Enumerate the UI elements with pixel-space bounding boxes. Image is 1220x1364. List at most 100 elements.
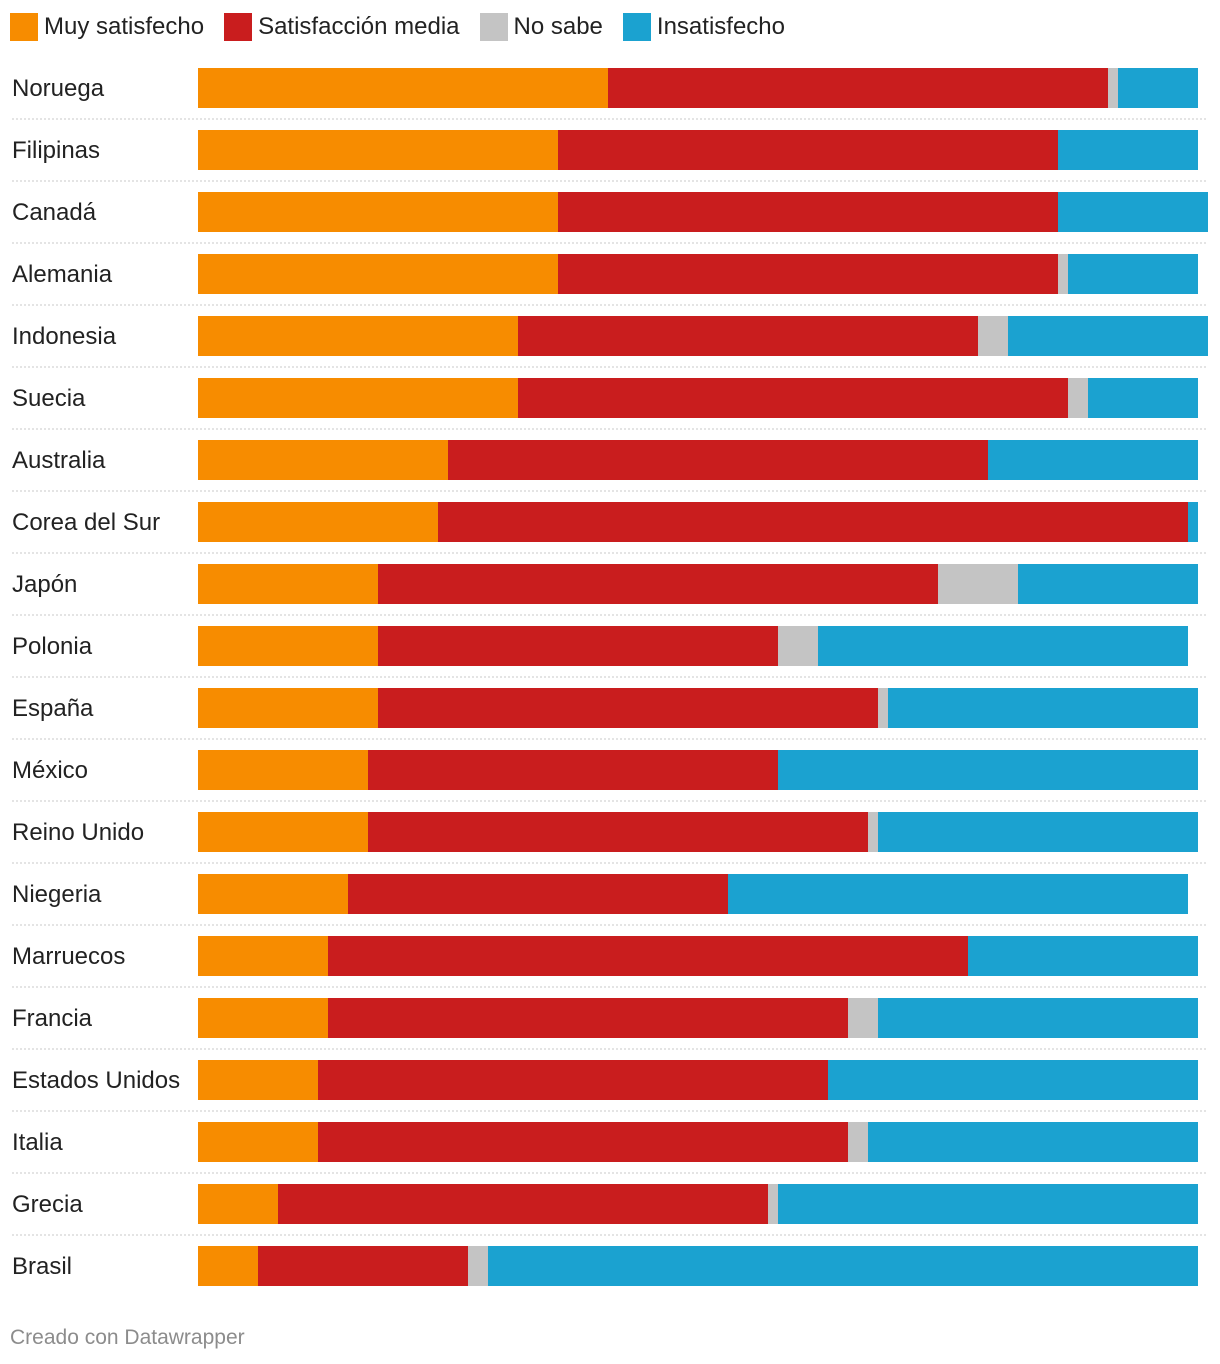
bar-segment (198, 874, 348, 914)
bar-segment (198, 316, 518, 356)
row-label: Canadá (12, 199, 97, 226)
bar-segment (1068, 378, 1088, 418)
bar-segment (198, 564, 378, 604)
bar-segment (198, 688, 378, 728)
bar-segment (198, 378, 518, 418)
legend-label: No sabe (513, 13, 603, 40)
bar-segment (198, 936, 328, 976)
row-label: Alemania (12, 261, 113, 288)
row-label: España (12, 695, 94, 722)
bar-segment (378, 626, 778, 666)
bar-segment (258, 1246, 468, 1286)
bar-segment (818, 626, 1188, 666)
bar-segment (378, 688, 878, 728)
bar-segment (328, 998, 848, 1038)
bar-segment (278, 1184, 768, 1224)
bar-segment (1058, 130, 1198, 170)
legend-swatch (622, 13, 651, 41)
bar-segment (518, 316, 978, 356)
bar-segment (198, 440, 448, 480)
legend-swatch (479, 13, 508, 41)
bar-segment (368, 750, 778, 790)
bar-segment (198, 502, 438, 542)
bar-segment (448, 440, 988, 480)
legend-swatch (10, 13, 38, 41)
bar-segment (878, 998, 1198, 1038)
bar-segment (198, 812, 368, 852)
legend-item: Insatisfecho (622, 13, 785, 41)
bar-segment (778, 1184, 1198, 1224)
legend-label: Satisfacción media (258, 13, 460, 40)
bar-segment (438, 502, 1188, 542)
bar-segment (848, 998, 878, 1038)
bar-segment (328, 936, 968, 976)
bar-segment (1058, 254, 1068, 294)
bar-segment (198, 998, 328, 1038)
row-label: Filipinas (12, 137, 100, 164)
bar-segment (198, 750, 368, 790)
row-label: Italia (12, 1129, 63, 1156)
bar-segment (558, 254, 1058, 294)
bar-segment (778, 750, 1198, 790)
bar-segment (348, 874, 728, 914)
bar-segment (988, 440, 1198, 480)
bar-segment (198, 68, 608, 108)
bar-segment (198, 626, 378, 666)
bar-segment (198, 254, 558, 294)
bar-segment (878, 812, 1198, 852)
bar-segment (198, 1184, 278, 1224)
bar-segment (198, 1122, 318, 1162)
legend-item: Satisfacción media (224, 13, 460, 41)
bar-segment (198, 1060, 318, 1100)
bar-segment (878, 688, 888, 728)
row-label: Marruecos (12, 943, 125, 970)
row-label: Corea del Sur (12, 509, 160, 536)
legend-item: Muy satisfecho (10, 13, 204, 41)
row-label: Australia (12, 447, 106, 474)
bar-segment (1058, 192, 1208, 232)
row-label: Reino Unido (12, 819, 144, 846)
bar-segment (558, 192, 1058, 232)
row-label: Polonia (12, 633, 93, 660)
bar-segment (1118, 68, 1198, 108)
legend-label: Muy satisfecho (44, 13, 205, 40)
bar-segment (468, 1246, 488, 1286)
row-label: Francia (12, 1005, 93, 1032)
bar-segment (1188, 502, 1198, 542)
chart-legend: Muy satisfecho Satisfacción media No sabe I… (10, 12, 805, 42)
bar-segment (318, 1122, 848, 1162)
legend-swatch (224, 13, 253, 41)
bar-segment (828, 1060, 1198, 1100)
bar-segment (968, 936, 1198, 976)
bar-segment (1088, 378, 1198, 418)
row-label: Japón (12, 571, 77, 598)
bar-segment (778, 626, 818, 666)
bar-segment (978, 316, 1008, 356)
bar-segment (198, 130, 558, 170)
bar-segment (1008, 316, 1208, 356)
bar-segment (558, 130, 1058, 170)
bar-segment (888, 688, 1198, 728)
bar-segment (768, 1184, 778, 1224)
bar-segment (1068, 254, 1198, 294)
row-label: Indonesia (12, 323, 117, 350)
credit-footer: Creado con Datawrapper (10, 1326, 245, 1349)
row-label: México (12, 757, 88, 784)
bar-segment (378, 564, 938, 604)
row-label: Grecia (12, 1191, 83, 1218)
bar-segment (318, 1060, 828, 1100)
bar-segment (728, 874, 1188, 914)
bar-segment (868, 812, 878, 852)
bar-segment (868, 1122, 1198, 1162)
row-label: Suecia (12, 385, 86, 412)
bar-segment (848, 1122, 868, 1162)
row-label: Estados Unidos (12, 1067, 180, 1094)
bar-segment (938, 564, 1018, 604)
bar-segment (368, 812, 868, 852)
row-label: Brasil (12, 1253, 72, 1280)
legend-label: Insatisfecho (656, 13, 785, 40)
bar-segment (518, 378, 1068, 418)
bar-segment (488, 1246, 1198, 1286)
bar-segment (198, 192, 558, 232)
